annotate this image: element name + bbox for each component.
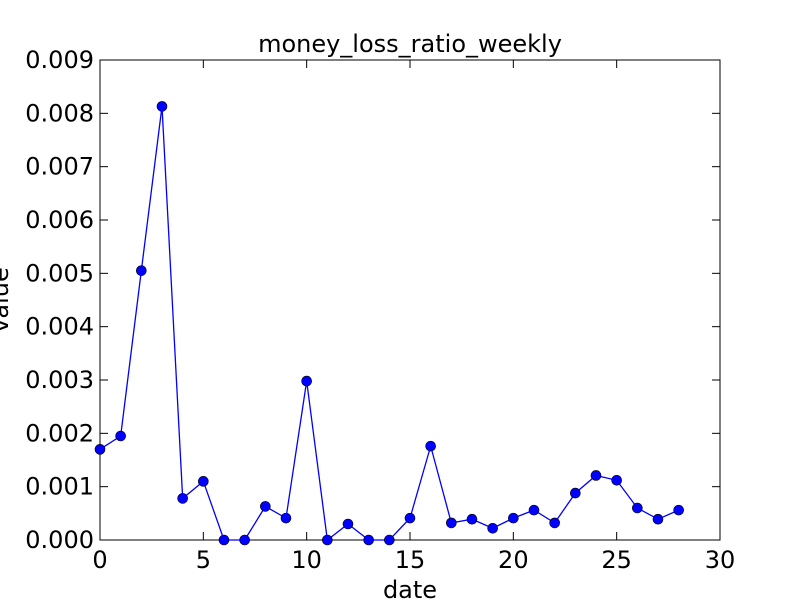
data-point [652,513,664,525]
chart-title: money_loss_ratio_weekly [258,30,562,58]
x-tick-label: 5 [196,546,211,574]
data-point [218,534,230,546]
data-point [363,534,374,546]
data-point [322,534,333,546]
y-tick-label: 0.006 [25,206,94,234]
data-point [136,265,147,276]
x-axis: 0 5 10 15 20 25 30 [92,60,735,574]
data-point [198,476,209,487]
data-point [260,501,271,512]
data-point [115,430,126,442]
plot-frame [99,59,721,541]
data-point [590,470,602,481]
data-point [508,512,519,524]
x-tick-label: 10 [291,546,322,574]
data-point [673,504,684,516]
data-point [239,534,250,546]
data-point [177,493,188,504]
x-axis-label: date [383,576,437,600]
data-point [280,512,292,524]
data-point [549,517,560,529]
x-tick-label: 15 [395,546,426,574]
data-point [487,522,498,534]
data-point [446,517,457,529]
data-point [94,444,106,455]
y-axis-label: value [0,267,14,333]
y-tick-label: 0.008 [25,99,94,127]
data-point [466,513,478,525]
data-point [342,518,354,530]
data-point [570,487,581,499]
data-point [301,375,312,387]
data-point [425,440,436,452]
y-tick-label: 0.003 [25,366,94,394]
y-tick-label: 0.009 [25,46,94,74]
y-tick-label: 0.000 [25,526,94,554]
y-tick-label: 0.005 [25,259,94,287]
x-tick-label: 30 [705,546,736,574]
y-axis: 0.000 0.001 0.002 0.003 0.004 0.005 0.006 0.007… [25,46,720,554]
x-tick-label: 0 [92,546,107,574]
x-tick-label: 25 [601,546,632,574]
y-tick-label: 0.002 [25,419,94,447]
data-point [384,534,395,546]
data-point [156,101,168,112]
y-tick-label: 0.004 [25,313,94,341]
data-point [632,502,643,514]
y-tick-label: 0.001 [25,473,94,501]
x-tick-label: 20 [498,546,529,574]
data-point [404,512,416,524]
data-point [528,504,540,516]
data-point [611,474,622,486]
series-points [94,101,684,546]
y-tick-label: 0.007 [25,153,94,181]
